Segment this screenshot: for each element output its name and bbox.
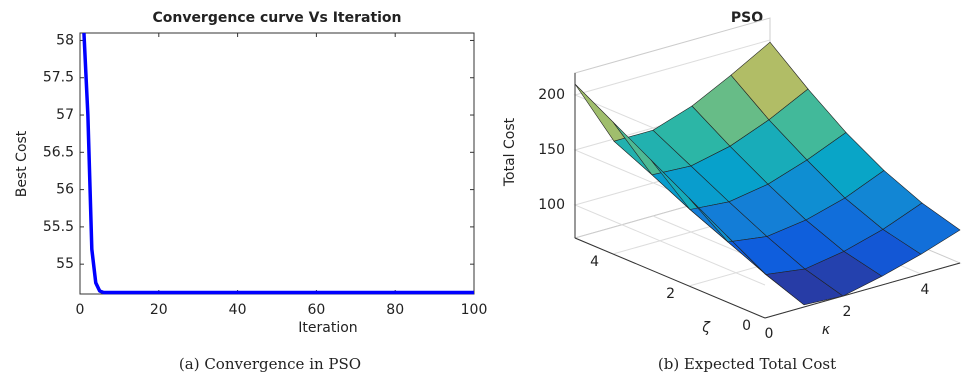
chart-title: Convergence curve Vs Iteration xyxy=(152,10,401,26)
x-tick-label: 100 xyxy=(461,302,488,318)
y-tick-label: 57.5 xyxy=(43,70,74,86)
plot-area xyxy=(79,32,475,295)
x-axis-label: Iteration xyxy=(298,320,357,336)
y-tick-label: 57 xyxy=(56,107,74,123)
z-tick-label: 200 xyxy=(538,87,565,103)
axis-line xyxy=(764,262,961,319)
y-tick-label: 56 xyxy=(56,182,74,198)
caption: (b) Expected Total Cost xyxy=(658,355,836,373)
line-series xyxy=(82,32,474,295)
y-tick-label: 58 xyxy=(56,32,74,48)
z-tick-label: 100 xyxy=(538,197,565,213)
y-axis-label: Best Cost xyxy=(14,130,30,197)
x-tick-label: 2 xyxy=(843,304,852,320)
axis-line xyxy=(574,237,766,319)
caption: (a) Convergence in PSO xyxy=(179,355,361,373)
y-tick-label: 2 xyxy=(666,286,675,302)
surface-patch xyxy=(882,202,961,255)
z-axis-label: Total Cost xyxy=(502,117,518,187)
x-tick-label: 4 xyxy=(921,282,930,298)
y-tick-label: 55.5 xyxy=(43,219,74,235)
y-axis-label: ζ xyxy=(701,320,711,336)
x-tick-label: 20 xyxy=(150,302,168,318)
x-tick-label: 0 xyxy=(765,326,774,342)
x-tick-label: 80 xyxy=(386,302,404,318)
x-tick-label: 60 xyxy=(307,302,325,318)
y-tick-label: 0 xyxy=(742,318,751,334)
z-tick-label: 150 xyxy=(538,142,565,158)
x-tick-label: 40 xyxy=(229,302,247,318)
x-axis-label: κ xyxy=(822,322,831,338)
y-tick-label: 56.5 xyxy=(43,144,74,160)
x-tick-label: 0 xyxy=(76,302,85,318)
y-tick-label: 4 xyxy=(590,254,599,270)
y-tick-label: 55 xyxy=(56,256,74,272)
